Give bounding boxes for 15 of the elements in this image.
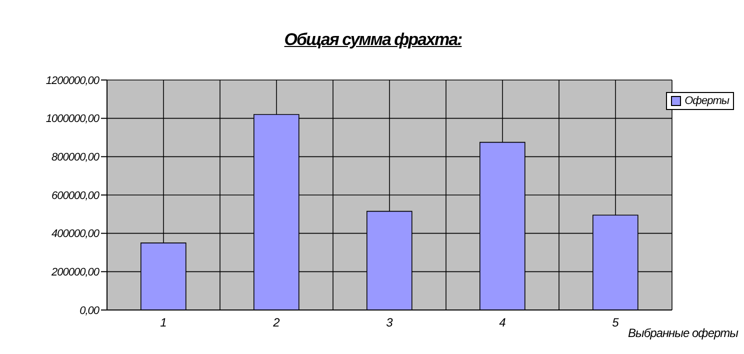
x-tick-label: 5 xyxy=(612,316,620,330)
x-tick-label: 2 xyxy=(272,316,280,330)
x-tick-label: 4 xyxy=(499,316,506,330)
x-axis-title: Выбранные оферты xyxy=(628,326,738,340)
y-tick-label: 1200000,00 xyxy=(46,74,100,87)
y-tick-label: 0,00 xyxy=(80,304,100,317)
x-tick-label: 3 xyxy=(386,316,394,330)
y-tick-label: 1000000,00 xyxy=(46,113,100,126)
y-tick-label: 200000,00 xyxy=(50,266,100,279)
legend-label: Оферты xyxy=(684,95,729,107)
y-tick-label: 800000,00 xyxy=(52,152,100,164)
chart-title: Общая сумма фрахта: xyxy=(283,30,463,50)
y-tick-label: 400000,00 xyxy=(52,228,100,240)
y-tick-label: 600000,00 xyxy=(52,190,100,202)
x-tick-label: 1 xyxy=(160,316,167,330)
